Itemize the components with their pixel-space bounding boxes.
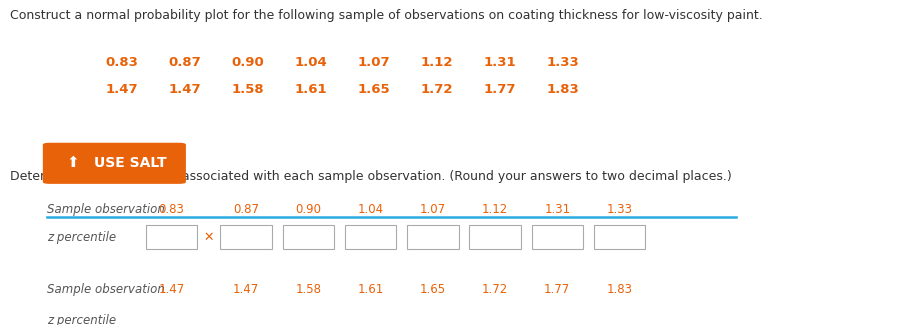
Text: 0.87: 0.87 (233, 202, 259, 215)
Text: z percentile: z percentile (47, 314, 116, 325)
Text: 0.87: 0.87 (169, 56, 201, 69)
Text: 0.90: 0.90 (295, 202, 321, 215)
Text: 0.90: 0.90 (231, 56, 265, 69)
Text: 0.83: 0.83 (105, 56, 138, 69)
Text: 1.47: 1.47 (105, 83, 138, 96)
Text: 1.04: 1.04 (294, 56, 327, 69)
FancyBboxPatch shape (43, 143, 186, 184)
Text: 1.04: 1.04 (358, 202, 384, 215)
Text: Sample observation: Sample observation (47, 202, 165, 215)
Text: 1.65: 1.65 (420, 283, 446, 296)
Text: ⬆: ⬆ (66, 155, 79, 170)
FancyBboxPatch shape (145, 308, 197, 325)
FancyBboxPatch shape (221, 225, 272, 250)
Text: Sample observation: Sample observation (47, 283, 165, 296)
FancyBboxPatch shape (221, 308, 272, 325)
Text: 0.83: 0.83 (159, 202, 185, 215)
Text: 1.47: 1.47 (169, 83, 201, 96)
Text: 1.07: 1.07 (358, 56, 390, 69)
Text: 1.12: 1.12 (482, 202, 509, 215)
Text: 1.47: 1.47 (159, 283, 185, 296)
Text: 1.72: 1.72 (482, 283, 509, 296)
Text: 1.83: 1.83 (606, 283, 632, 296)
Text: 1.12: 1.12 (421, 56, 453, 69)
Text: 1.61: 1.61 (294, 83, 327, 96)
FancyBboxPatch shape (532, 308, 583, 325)
FancyBboxPatch shape (469, 308, 521, 325)
Text: 1.58: 1.58 (231, 83, 264, 96)
Text: 1.65: 1.65 (358, 83, 390, 96)
FancyBboxPatch shape (145, 225, 197, 250)
FancyBboxPatch shape (283, 225, 334, 250)
Text: 1.07: 1.07 (420, 202, 446, 215)
Text: USE SALT: USE SALT (93, 156, 166, 170)
Text: ✕: ✕ (204, 231, 214, 244)
FancyBboxPatch shape (594, 308, 645, 325)
FancyBboxPatch shape (407, 225, 458, 250)
Text: 1.33: 1.33 (546, 56, 579, 69)
FancyBboxPatch shape (532, 225, 583, 250)
Text: 1.47: 1.47 (233, 283, 259, 296)
FancyBboxPatch shape (283, 308, 334, 325)
Text: 1.61: 1.61 (358, 283, 384, 296)
Text: 1.77: 1.77 (544, 283, 570, 296)
Text: z percentile: z percentile (47, 231, 116, 244)
Text: 1.72: 1.72 (421, 83, 453, 96)
Text: 1.58: 1.58 (295, 283, 321, 296)
Text: 1.77: 1.77 (483, 83, 517, 96)
Text: 1.33: 1.33 (606, 202, 632, 215)
Text: Construct a normal probability plot for the following sample of observations on : Construct a normal probability plot for … (10, 9, 762, 22)
FancyBboxPatch shape (344, 225, 396, 250)
Text: 1.31: 1.31 (483, 56, 517, 69)
FancyBboxPatch shape (407, 308, 458, 325)
Text: Determine the z percentile associated with each sample observation. (Round your : Determine the z percentile associated wi… (10, 170, 731, 183)
Text: 1.31: 1.31 (544, 202, 570, 215)
FancyBboxPatch shape (594, 225, 645, 250)
FancyBboxPatch shape (344, 308, 396, 325)
FancyBboxPatch shape (469, 225, 521, 250)
Text: 1.83: 1.83 (546, 83, 579, 96)
